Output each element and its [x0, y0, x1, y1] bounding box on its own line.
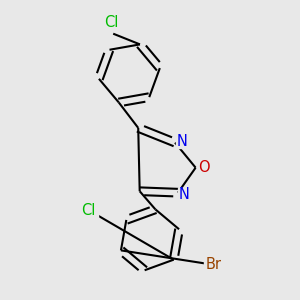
Text: O: O [198, 160, 210, 175]
Bar [79, 204, 98, 218]
Text: N: N [177, 134, 188, 149]
Text: Cl: Cl [82, 203, 96, 218]
Bar [178, 188, 191, 201]
Text: Br: Br [206, 257, 222, 272]
Text: N: N [179, 187, 190, 202]
Text: Cl: Cl [104, 15, 119, 30]
Bar [204, 258, 224, 272]
Bar [176, 134, 189, 148]
Bar [102, 16, 121, 29]
Bar [197, 160, 211, 174]
